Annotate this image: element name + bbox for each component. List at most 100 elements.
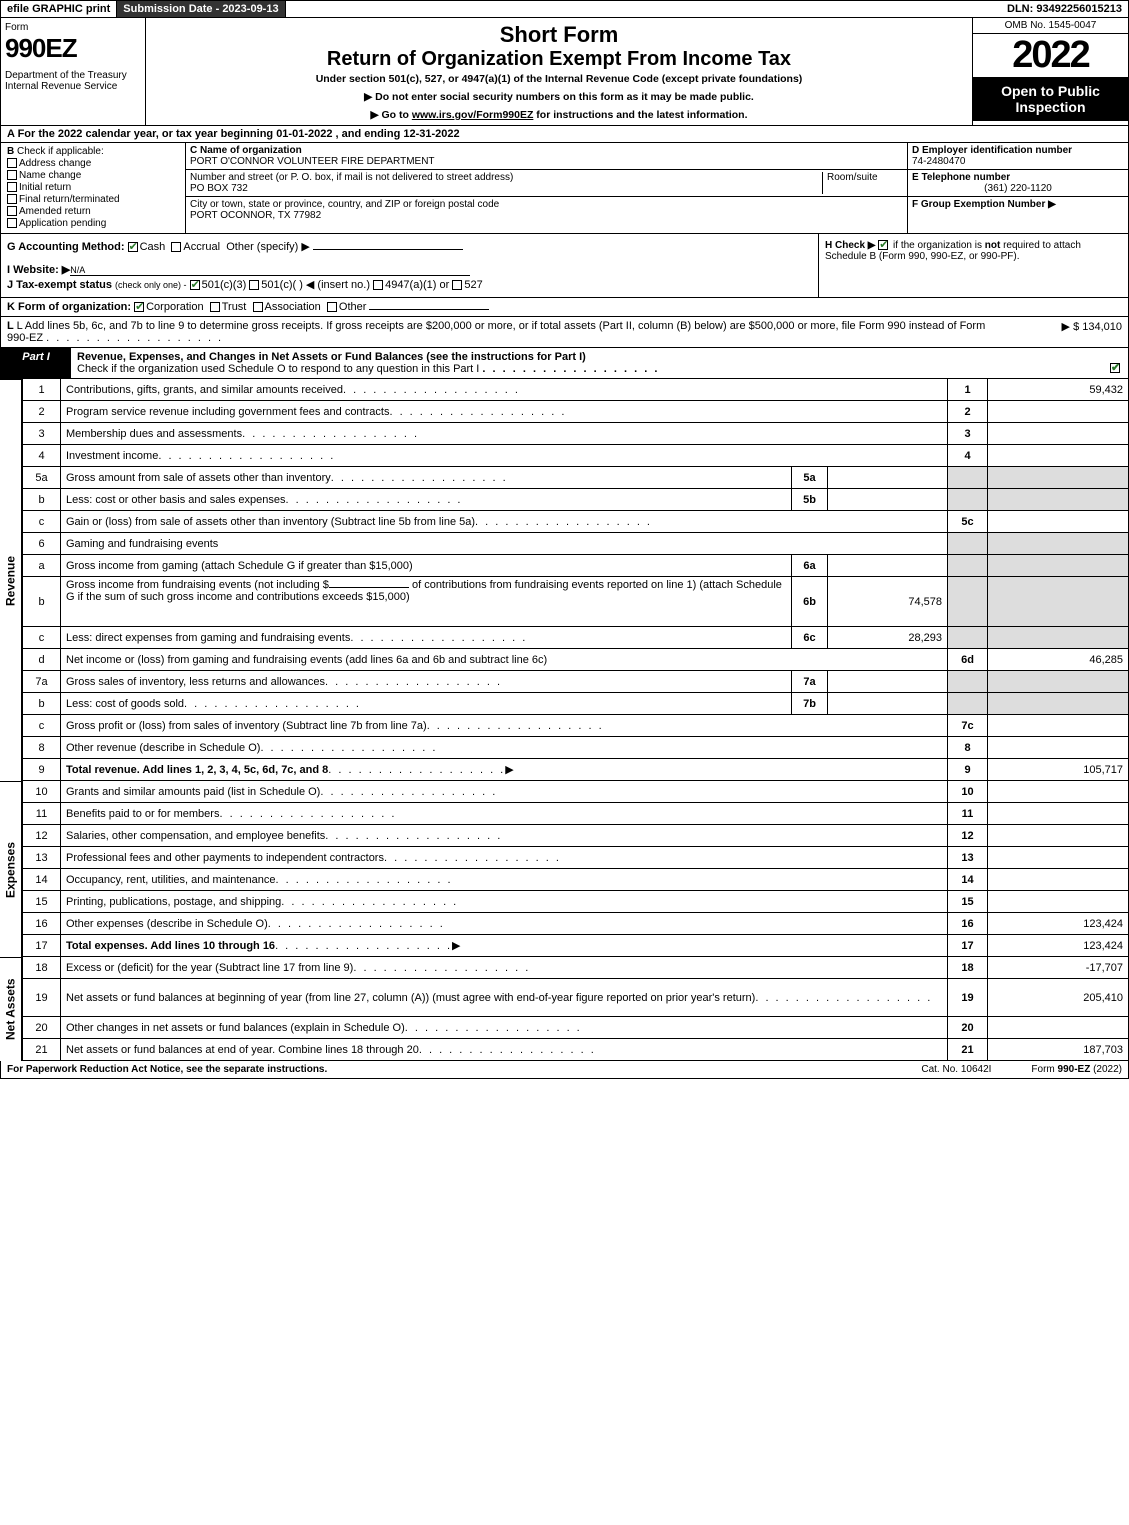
header-left: Form 990EZ Department of the Treasury In… xyxy=(1,18,146,125)
line-12: 12Salaries, other compensation, and empl… xyxy=(22,825,1129,847)
line-21: 21Net assets or fund balances at end of … xyxy=(22,1039,1129,1061)
f-group-label: F Group Exemption Number ▶ xyxy=(912,199,1056,210)
street-value: PO BOX 732 xyxy=(190,183,248,194)
short-form-title: Short Form xyxy=(150,22,968,48)
line-14: 14Occupancy, rent, utilities, and mainte… xyxy=(22,869,1129,891)
website-value: N/A xyxy=(70,265,470,276)
block-bcdef: B Check if applicable: Address change Na… xyxy=(0,143,1129,234)
d-ein-label: D Employer identification number xyxy=(912,145,1072,156)
line-7c: cGross profit or (loss) from sales of in… xyxy=(22,715,1129,737)
form-header: Form 990EZ Department of the Treasury In… xyxy=(0,18,1129,126)
tax-year: 2022 xyxy=(973,34,1128,77)
cb-association[interactable] xyxy=(253,302,263,312)
cb-schedule-o[interactable] xyxy=(1110,363,1120,373)
line-16: 16Other expenses (describe in Schedule O… xyxy=(22,913,1129,935)
line-10: 10Grants and similar amounts paid (list … xyxy=(22,781,1129,803)
line-6d-value: 46,285 xyxy=(988,649,1128,670)
form-number: 990EZ xyxy=(5,33,141,64)
cb-527[interactable] xyxy=(452,280,462,290)
cb-application-pending[interactable]: Application pending xyxy=(7,218,179,229)
row-i: I Website: ▶N/A xyxy=(7,263,812,276)
line-18-value: -17,707 xyxy=(988,957,1128,978)
cb-final-return[interactable]: Final return/terminated xyxy=(7,194,179,205)
line-6c: cLess: direct expenses from gaming and f… xyxy=(22,627,1129,649)
row-g: G Accounting Method: Cash Accrual Other … xyxy=(7,240,812,253)
line-3: 3Membership dues and assessments3 xyxy=(22,423,1129,445)
line-1: 1Contributions, gifts, grants, and simil… xyxy=(22,379,1129,401)
line-1-value: 59,432 xyxy=(988,379,1128,400)
cb-corporation[interactable] xyxy=(134,302,144,312)
line-19-value: 205,410 xyxy=(988,979,1128,1016)
line-5c: cGain or (loss) from sale of assets othe… xyxy=(22,511,1129,533)
department-label: Department of the Treasury Internal Reve… xyxy=(5,70,141,92)
line-6c-value: 28,293 xyxy=(828,627,948,648)
section-b: B Check if applicable: Address change Na… xyxy=(1,143,186,233)
submission-date-badge: Submission Date - 2023-09-13 xyxy=(117,1,285,17)
line-8: 8Other revenue (describe in Schedule O)8 xyxy=(22,737,1129,759)
cb-address-change[interactable]: Address change xyxy=(7,158,179,169)
c-name-label: C Name of organization xyxy=(190,145,302,156)
row-j: J Tax-exempt status (check only one) - 5… xyxy=(7,278,812,291)
line-15: 15Printing, publications, postage, and s… xyxy=(22,891,1129,913)
city-value: PORT OCONNOR, TX 77982 xyxy=(190,210,321,221)
cb-501c3[interactable] xyxy=(190,280,200,290)
cb-name-change[interactable]: Name change xyxy=(7,170,179,181)
cb-501c[interactable] xyxy=(249,280,259,290)
line-6a: aGross income from gaming (attach Schedu… xyxy=(22,555,1129,577)
line-6d: dNet income or (loss) from gaming and fu… xyxy=(22,649,1129,671)
vlabel-netassets: Net Assets xyxy=(0,957,22,1061)
row-k: K Form of organization: Corporation Trus… xyxy=(0,298,1129,317)
form-word: Form xyxy=(5,22,141,33)
cb-initial-return[interactable]: Initial return xyxy=(7,182,179,193)
line-6: 6Gaming and fundraising events xyxy=(22,533,1129,555)
part1-header: Part I Revenue, Expenses, and Changes in… xyxy=(0,348,1129,379)
line-21-value: 187,703 xyxy=(988,1039,1128,1060)
line-16-value: 123,424 xyxy=(988,913,1128,934)
line-6b: bGross income from fundraising events (n… xyxy=(22,577,1129,627)
line-7b: bLess: cost of goods sold7b xyxy=(22,693,1129,715)
form-subtitle: Under section 501(c), 527, or 4947(a)(1)… xyxy=(150,73,968,85)
cb-other-org[interactable] xyxy=(327,302,337,312)
form-title: Return of Organization Exempt From Incom… xyxy=(150,48,968,71)
cb-trust[interactable] xyxy=(210,302,220,312)
d-ein-value: 74-2480470 xyxy=(912,156,965,167)
top-bar: efile GRAPHIC print Submission Date - 20… xyxy=(0,0,1129,18)
line-18: 18Excess or (deficit) for the year (Subt… xyxy=(22,957,1129,979)
vlabel-expenses: Expenses xyxy=(0,781,22,957)
line-5b: bLess: cost or other basis and sales exp… xyxy=(22,489,1129,511)
instr-goto: ▶ Go to www.irs.gov/Form990EZ for instru… xyxy=(150,109,968,121)
irs-link[interactable]: www.irs.gov/Form990EZ xyxy=(412,109,534,121)
line-9-value: 105,717 xyxy=(988,759,1128,780)
street-label: Number and street (or P. O. box, if mail… xyxy=(190,172,513,183)
city-label: City or town, state or province, country… xyxy=(190,199,499,210)
e-phone-value: (361) 220-1120 xyxy=(912,183,1124,194)
efile-label: efile GRAPHIC print xyxy=(1,1,117,17)
header-center: Short Form Return of Organization Exempt… xyxy=(146,18,973,125)
row-l: L L Add lines 5b, 6c, and 7b to line 9 t… xyxy=(0,317,1129,348)
section-def: D Employer identification number 74-2480… xyxy=(908,143,1128,233)
instr-ssn: ▶ Do not enter social security numbers o… xyxy=(150,91,968,103)
line-9: 9Total revenue. Add lines 1, 2, 3, 4, 5c… xyxy=(22,759,1129,781)
row-h: H Check ▶ if the organization is not req… xyxy=(818,234,1128,297)
org-name: PORT O'CONNOR VOLUNTEER FIRE DEPARTMENT xyxy=(190,156,435,167)
form-ref: Form 990-EZ (2022) xyxy=(1031,1064,1122,1075)
room-label: Room/suite xyxy=(827,172,878,183)
page-footer: For Paperwork Reduction Act Notice, see … xyxy=(0,1061,1129,1079)
open-inspection-badge: Open to Public Inspection xyxy=(973,77,1128,121)
cb-cash[interactable] xyxy=(128,242,138,252)
paperwork-notice: For Paperwork Reduction Act Notice, see … xyxy=(7,1064,881,1075)
cb-amended-return[interactable]: Amended return xyxy=(7,206,179,217)
line-11: 11Benefits paid to or for members11 xyxy=(22,803,1129,825)
line-13: 13Professional fees and other payments t… xyxy=(22,847,1129,869)
e-phone-label: E Telephone number xyxy=(912,172,1010,183)
cb-4947[interactable] xyxy=(373,280,383,290)
section-c: C Name of organization PORT O'CONNOR VOL… xyxy=(186,143,908,233)
omb-number: OMB No. 1545-0047 xyxy=(973,18,1128,34)
vlabel-revenue: Revenue xyxy=(0,379,22,781)
line-4: 4Investment income4 xyxy=(22,445,1129,467)
line-19: 19Net assets or fund balances at beginni… xyxy=(22,979,1129,1017)
row-a-taxyear: A For the 2022 calendar year, or tax yea… xyxy=(0,126,1129,143)
cb-schedule-b[interactable] xyxy=(878,240,888,250)
cb-accrual[interactable] xyxy=(171,242,181,252)
dln-label: DLN: 93492256015213 xyxy=(1001,1,1128,17)
